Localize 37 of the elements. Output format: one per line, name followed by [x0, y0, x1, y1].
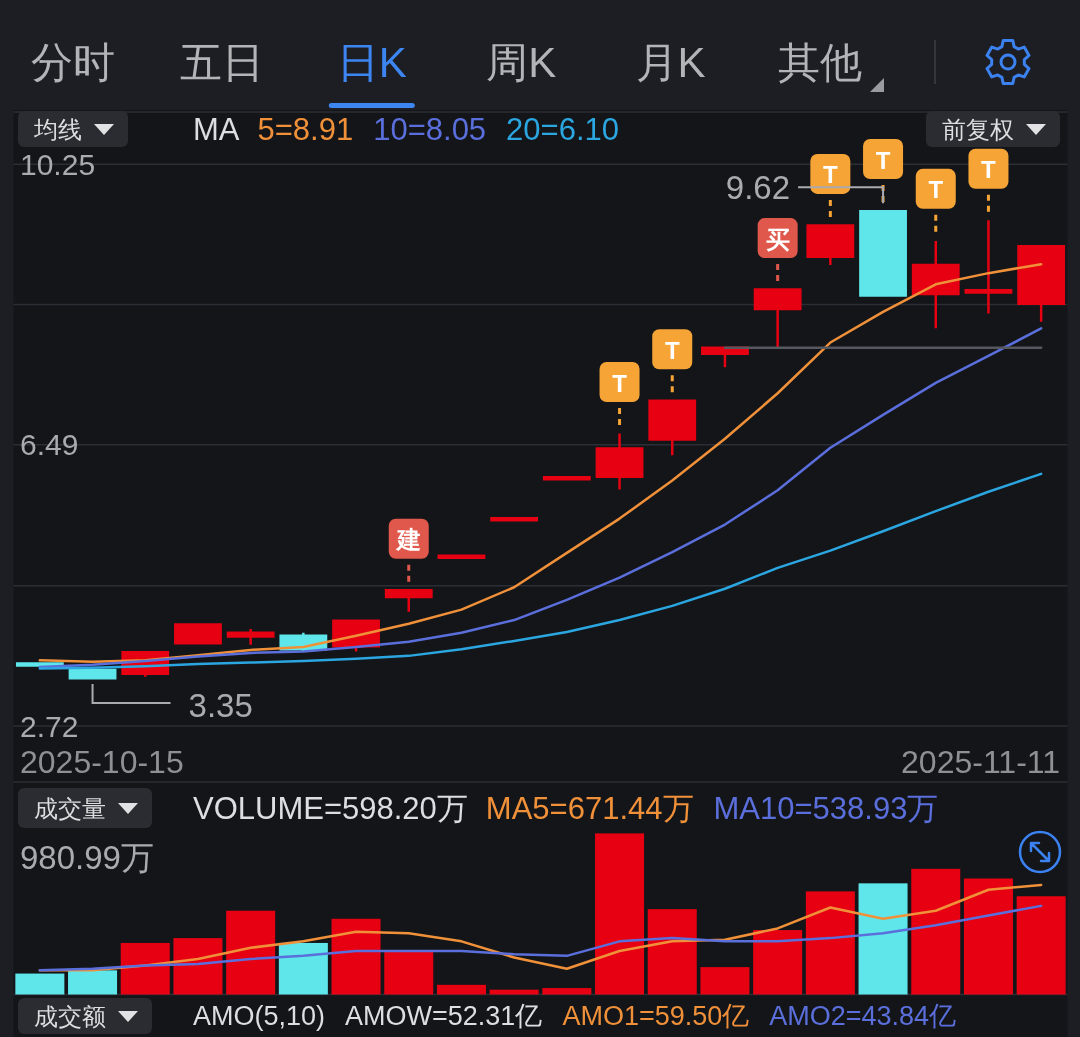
series-name-label: MA10=538.93万	[713, 790, 939, 826]
badge-label: T	[928, 176, 944, 204]
tab-label: 其他	[778, 38, 862, 86]
series-name-label: 10=8.05	[373, 111, 487, 147]
extreme-value-label: 9.62	[725, 168, 791, 206]
dropdown-label: 成交量	[34, 794, 106, 822]
tab-label: 分时	[31, 38, 115, 86]
dropdown-label: 均线	[34, 115, 82, 143]
y-tick-label: 2.72	[20, 709, 79, 743]
tab-label: 五日	[180, 38, 265, 86]
indicator-label: AMO1=59.50亿	[562, 1001, 750, 1031]
tab-label: 月K	[635, 38, 706, 86]
badge-label: T	[823, 161, 838, 189]
badge-label: T	[612, 369, 627, 397]
header-label: MA	[193, 111, 240, 147]
badge-label: T	[664, 336, 680, 364]
badge-label: T	[981, 156, 996, 184]
indicator-label: AMO2=43.84亿	[769, 1001, 957, 1031]
series-name-label: 5=8.91	[257, 111, 354, 147]
y-tick-label: 10.25	[20, 147, 96, 181]
series-name-label: MA5=671.44万	[485, 790, 694, 826]
badge-label: T	[875, 146, 891, 174]
indicator-label: AMO(5,10)	[193, 1001, 326, 1031]
series-name-label: 20=6.10	[506, 111, 620, 147]
axis-max-label: 980.99万	[20, 838, 154, 876]
date-range-label: 2025-11-11	[901, 744, 1060, 780]
extreme-value-label: 3.35	[188, 687, 253, 725]
tab-label: 日K	[336, 38, 407, 86]
y-tick-label: 6.49	[20, 428, 79, 462]
date-range-label: 2025-10-15	[20, 744, 184, 780]
dropdown-label: 成交额	[34, 1002, 106, 1030]
badge-label: 建	[396, 526, 421, 554]
indicator-label: AMOW=52.31亿	[345, 1001, 543, 1031]
dropdown-label: 前复权	[942, 115, 1014, 143]
tab-label: 周K	[486, 38, 557, 86]
header-label: VOLUME=598.20万	[193, 790, 468, 826]
badge-label: 买	[765, 225, 790, 253]
